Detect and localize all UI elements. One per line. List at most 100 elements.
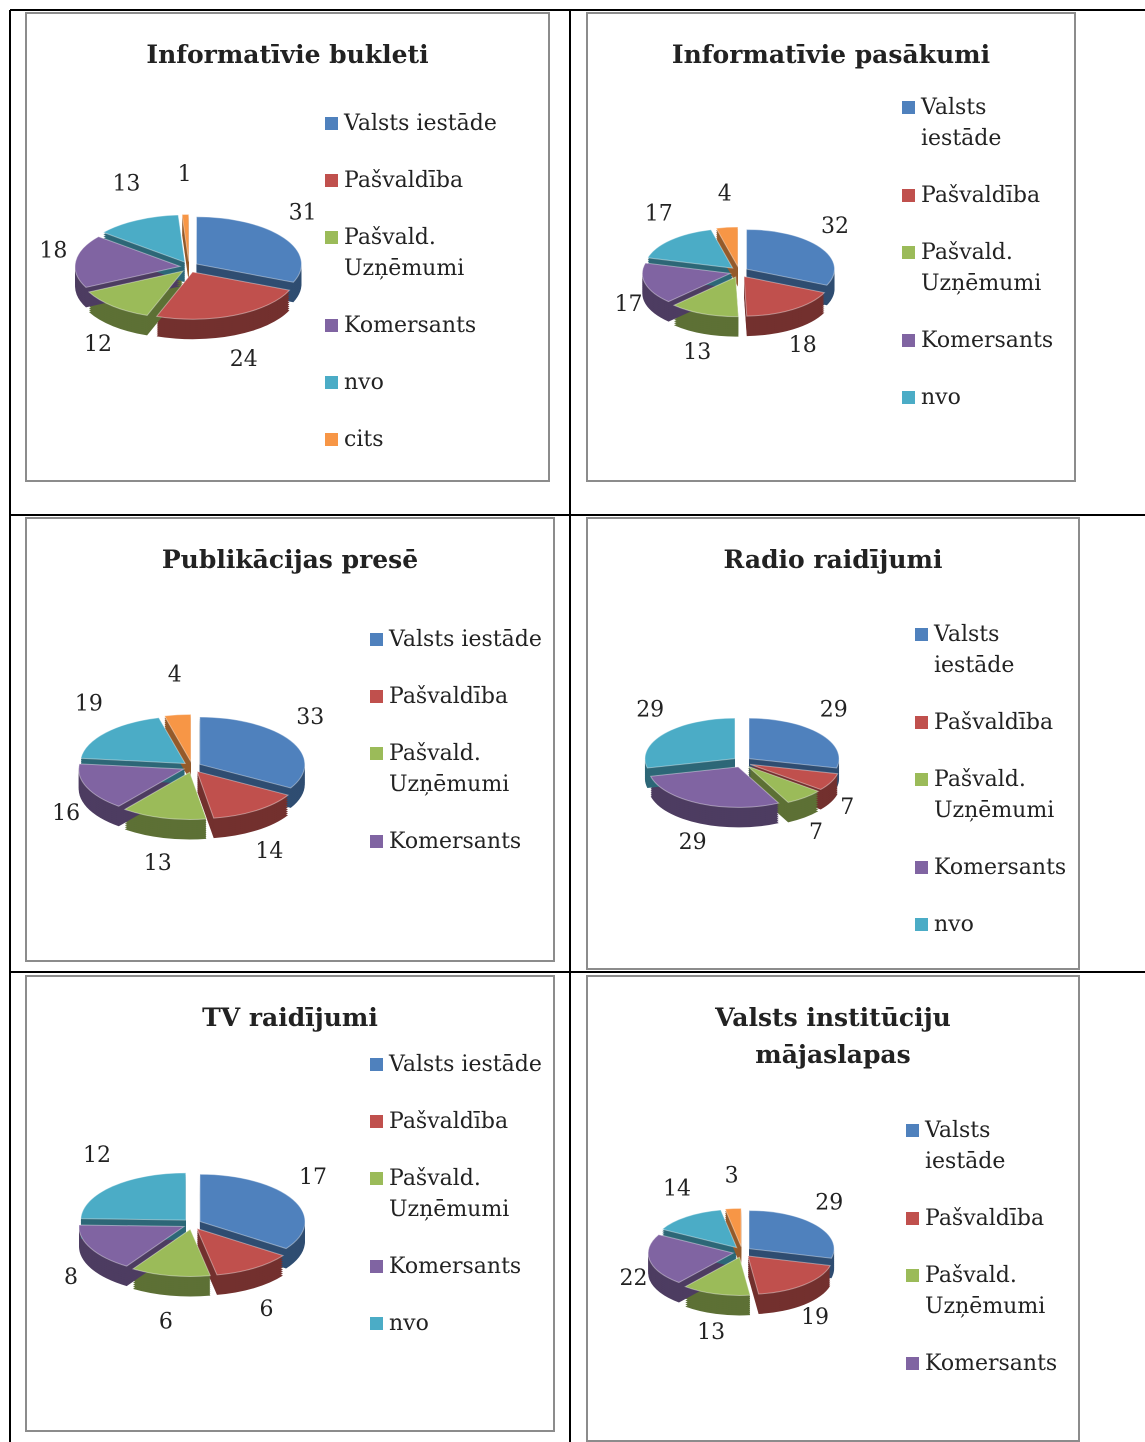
legend-swatch bbox=[370, 835, 383, 848]
legend-label: Valsts iestāde bbox=[344, 111, 497, 136]
chart-title: Valsts institūciju mājaslapas bbox=[715, 1003, 951, 1069]
legend: Valsts iestāde Pašvaldība Pašvald. Uzņēmum… bbox=[370, 1049, 545, 1365]
slice bbox=[748, 1209, 835, 1259]
legend-swatch bbox=[906, 1357, 919, 1370]
legend-label: Valsts iestāde bbox=[925, 1118, 1006, 1174]
legend-label: nvo bbox=[389, 1311, 429, 1336]
chart-frame: Publikācijas presē Valsts iestāde Pašvaldī… bbox=[25, 517, 555, 962]
legend-item: Pašvald. Uzņēmumi bbox=[906, 1260, 1056, 1322]
data-label: 14 bbox=[663, 1177, 691, 1202]
legend-swatch bbox=[370, 690, 383, 703]
legend-item: Valsts iestāde bbox=[370, 624, 545, 655]
data-label: 24 bbox=[230, 347, 258, 372]
data-label: 12 bbox=[83, 1143, 111, 1168]
legend-item: Valsts iestāde bbox=[325, 108, 500, 139]
legend-swatch bbox=[370, 1317, 383, 1330]
data-label: 17 bbox=[645, 202, 673, 227]
data-label: 29 bbox=[636, 697, 664, 722]
legend-swatch bbox=[915, 628, 928, 641]
legend-item: Komersants bbox=[325, 310, 500, 341]
slice bbox=[724, 1207, 742, 1247]
legend-label: Valsts iestāde bbox=[921, 95, 1002, 151]
data-label: 13 bbox=[112, 172, 140, 197]
legend-item: Pašvald. Uzņēmumi bbox=[370, 738, 545, 800]
legend-swatch bbox=[370, 1172, 383, 1185]
chart-frame: Informatīvie bukleti Valsts iestāde Pašval… bbox=[25, 12, 550, 482]
legend-label: Pašvaldība bbox=[921, 183, 1041, 208]
data-label: 32 bbox=[821, 214, 849, 239]
slice bbox=[155, 271, 291, 320]
data-label: 29 bbox=[679, 830, 707, 855]
legend-item: Pašvald. Uzņēmumi bbox=[902, 237, 1052, 299]
slice bbox=[181, 213, 190, 262]
pie-chart: 32 18 13 17 17 4 bbox=[615, 181, 849, 365]
legend-item: Valsts iestāde bbox=[915, 619, 1080, 681]
legend-item: nvo bbox=[370, 1308, 545, 1339]
slice bbox=[199, 716, 306, 789]
data-label: 17 bbox=[615, 292, 643, 317]
legend-item: Valsts iestāde bbox=[902, 92, 1052, 154]
legend-label: Pašvald. Uzņēmumi bbox=[389, 741, 510, 797]
slice bbox=[644, 717, 736, 769]
data-label: 7 bbox=[840, 795, 854, 820]
pie-chart: 29 19 13 22 14 3 bbox=[619, 1164, 843, 1345]
data-label: 8 bbox=[64, 1265, 78, 1290]
legend-label: Pašvaldība bbox=[925, 1206, 1045, 1231]
legend-label: Pašvaldība bbox=[389, 684, 509, 709]
slice bbox=[641, 262, 733, 303]
pie-chart: 31 24 12 18 13 1 bbox=[39, 162, 317, 372]
legend-swatch bbox=[325, 433, 338, 446]
legend-swatch bbox=[915, 716, 928, 729]
legend-item: Valsts iestāde bbox=[370, 1049, 545, 1080]
table-lines bbox=[9, 9, 1145, 1442]
legend-label: Pašvald. Uzņēmumi bbox=[925, 1263, 1046, 1319]
legend-item: Pašvald. Uzņēmumi bbox=[325, 222, 500, 284]
data-label: 29 bbox=[820, 697, 848, 722]
legend-item: Valsts iestāde bbox=[906, 1115, 1056, 1177]
legend-label: nvo bbox=[344, 370, 384, 395]
data-label: 19 bbox=[75, 692, 103, 717]
legend-item: cits bbox=[325, 424, 500, 455]
legend-swatch bbox=[370, 1260, 383, 1273]
chart-title: TV raidījumi bbox=[202, 1003, 378, 1032]
chart-frame: TV raidījumi Valsts iestāde Pašvaldība Pašv… bbox=[25, 975, 555, 1432]
chart-frame: Valsts institūciju mājaslapas Valsts iest… bbox=[586, 975, 1080, 1442]
slice bbox=[199, 1173, 306, 1250]
slice bbox=[649, 766, 780, 808]
legend-swatch bbox=[902, 189, 915, 202]
slice bbox=[196, 1227, 285, 1276]
data-label: 4 bbox=[168, 663, 182, 688]
slice bbox=[715, 226, 739, 269]
legend-label: Pašvald. Uzņēmumi bbox=[344, 225, 465, 281]
data-label: 18 bbox=[39, 238, 67, 263]
legend-item: Pašvaldība bbox=[370, 681, 545, 712]
legend-label: cits bbox=[344, 427, 384, 452]
legend-swatch bbox=[915, 918, 928, 931]
slice bbox=[749, 763, 839, 791]
legend-swatch bbox=[370, 633, 383, 646]
legend-label: Pašvald. Uzņēmumi bbox=[389, 1166, 510, 1222]
legend-label: Komersants bbox=[389, 829, 522, 854]
legend-item: nvo bbox=[915, 909, 1080, 940]
legend-swatch bbox=[370, 747, 383, 760]
legend-swatch bbox=[370, 1115, 383, 1128]
legend-swatch bbox=[902, 391, 915, 404]
data-label: 31 bbox=[289, 200, 317, 225]
legend-label: Valsts iestāde bbox=[934, 622, 1015, 678]
slice bbox=[672, 276, 739, 318]
legend-item: Pašvaldība bbox=[325, 165, 500, 196]
legend-label: Komersants bbox=[389, 1254, 522, 1279]
slice bbox=[131, 1228, 212, 1278]
legend-item: Pašvaldība bbox=[915, 707, 1080, 738]
slice bbox=[747, 1255, 832, 1295]
legend-swatch bbox=[902, 101, 915, 114]
data-label: 6 bbox=[259, 1297, 273, 1322]
legend-item: Pašvald. Uzņēmumi bbox=[915, 764, 1080, 826]
legend-swatch bbox=[902, 334, 915, 347]
legend-item: Pašvaldība bbox=[902, 180, 1052, 211]
slice bbox=[748, 717, 840, 769]
pie-chart: 33 14 13 16 19 4 bbox=[52, 663, 324, 877]
data-label: 6 bbox=[159, 1309, 173, 1334]
